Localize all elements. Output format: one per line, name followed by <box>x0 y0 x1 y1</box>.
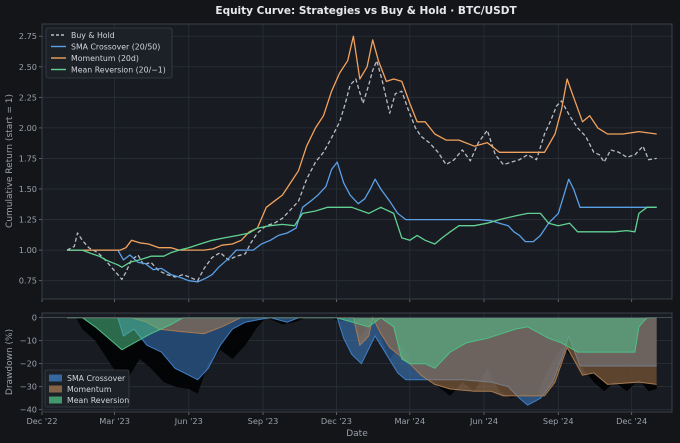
drawdown-line-mean-reversion <box>67 316 657 369</box>
series-line-mean-reversion-20-1 <box>67 206 657 268</box>
drawdown-y-tick-label: −30 <box>20 382 37 392</box>
equity-y-axis-label: Cumulative Return (start = 1) <box>5 94 15 228</box>
drawdown-series-fills <box>42 316 672 406</box>
equity-curve-axes: 0.75 1.00 1.25 1.50 1.75 2.00 2.25 2.50 2.75 Cum… <box>5 23 673 302</box>
equity-frame <box>41 23 673 300</box>
drawdown-y-ticks: −40 −30 −20 −10 0 <box>20 313 42 415</box>
drawdown-x-tick-label: Dec '23 <box>321 416 352 426</box>
equity-legend-box <box>45 27 173 79</box>
drawdown-x-axis-label: Date <box>346 429 368 439</box>
legend-label-mean-reversion-20-1: Mean Reversion (20/−1) <box>71 66 166 75</box>
legend-label-mean-reversion: Mean Reversion <box>67 396 129 405</box>
legend-label-sma-crossover: SMA Crossover <box>67 374 126 383</box>
equity-y-tick-label: 2.00 <box>19 123 37 133</box>
legend-label-buy-hold: Buy & Hold <box>71 31 115 40</box>
equity-y-tick-label: 2.50 <box>19 62 37 72</box>
drawdown-legend: SMA Crossover Momentum Mean Reversion <box>44 369 130 408</box>
drawdown-line-sma-crossover <box>67 317 657 406</box>
equity-y-ticks: 0.75 1.00 1.25 1.50 1.75 2.00 2.25 2.50 2.75 <box>19 31 42 286</box>
drawdown-area-mean-reversion <box>67 317 657 369</box>
equity-series-lines <box>66 35 657 283</box>
equity-y-tick-label: 1.00 <box>19 245 37 255</box>
drawdown-legend-box <box>44 369 130 408</box>
drawdown-x-tick-label: Sep '23 <box>248 416 279 426</box>
drawdown-y-tick-label: −40 <box>20 405 37 415</box>
legend-swatch-mean-reversion <box>49 396 62 404</box>
drawdown-x-tick-label: Jun '23 <box>174 416 203 426</box>
drawdown-y-tick-label: 0 <box>32 313 37 323</box>
drawdown-x-tick-label: Mar '24 <box>394 416 425 426</box>
legend-swatch-sma-crossover <box>49 374 62 382</box>
drawdown-area-momentum <box>67 317 657 396</box>
legend-label-sma-crossover-20-50: SMA Crossover (20/50) <box>71 43 160 52</box>
drawdown-x-tick-label: Mar '23 <box>99 416 130 426</box>
equity-y-tick-label: 1.25 <box>19 215 37 225</box>
equity-y-tick-label: 2.75 <box>19 31 37 41</box>
drawdown-y-axis-label: Drawdown (%) <box>5 329 15 395</box>
drawdown-x-tick-label: Dec '22 <box>26 416 57 426</box>
equity-legend: Buy & Hold SMA Crossover (20/50) Momentum … <box>45 27 173 79</box>
drawdown-frame <box>41 312 673 413</box>
equity-y-tick-label: 0.75 <box>19 276 37 286</box>
drawdown-x-ticks: Dec '22 Mar '23 Jun '23 Sep '23 Dec '23 Mar '… <box>26 412 647 426</box>
drawdown-x-tick-label: Jun '24 <box>469 416 498 426</box>
equity-y-tick-label: 1.75 <box>19 153 37 163</box>
drawdown-x-tick-label: Dec '24 <box>616 416 647 426</box>
legend-swatch-momentum <box>49 385 62 393</box>
drawdown-y-tick-label: −10 <box>20 336 37 346</box>
drawdown-x-tick-label: Sep '24 <box>543 416 574 426</box>
chart-title: Equity Curve: Strategies vs Buy & Hold ·… <box>215 5 517 17</box>
equity-y-tick-label: 1.50 <box>19 184 37 194</box>
drawdown-axes: −40 −30 −20 −10 0 Dec '22 Mar '23 Jun '23 Sep '… <box>5 312 673 439</box>
legend-label-momentum: Momentum <box>67 385 111 394</box>
legend-label-momentum-20d: Momentum (20d) <box>71 54 139 63</box>
equity-y-tick-label: 2.25 <box>19 92 37 102</box>
series-line-buy-hold <box>66 60 657 282</box>
drawdown-y-tick-label: −20 <box>20 359 37 369</box>
